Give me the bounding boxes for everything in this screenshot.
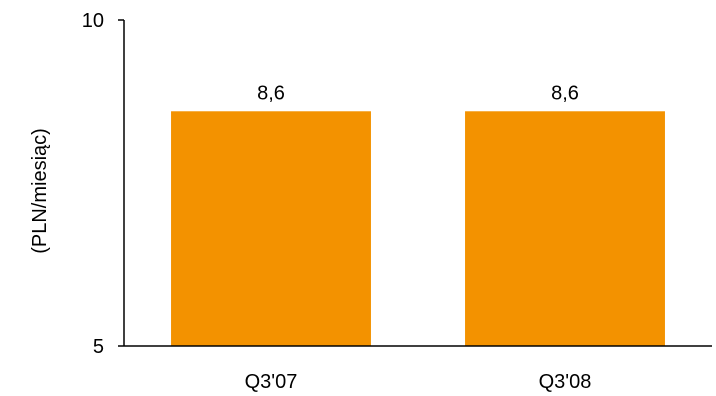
bars	[171, 111, 665, 346]
y-tick-label: 10	[82, 10, 104, 32]
bar	[465, 111, 665, 346]
x-category-label: Q3'08	[539, 371, 592, 393]
bar-value-label: 8,6	[551, 82, 579, 104]
x-category-label: Q3'07	[245, 371, 298, 393]
bar	[171, 111, 371, 346]
y-tick-label: 5	[93, 336, 104, 358]
y-axis-title: (PLN/miesiąc)	[29, 128, 51, 254]
data-labels: 8,6 8,6	[257, 82, 579, 104]
bar-value-label: 8,6	[257, 82, 285, 104]
x-axis-labels: Q3'07 Q3'08	[245, 371, 592, 393]
y-axis-ticks: 5 10	[82, 10, 124, 358]
